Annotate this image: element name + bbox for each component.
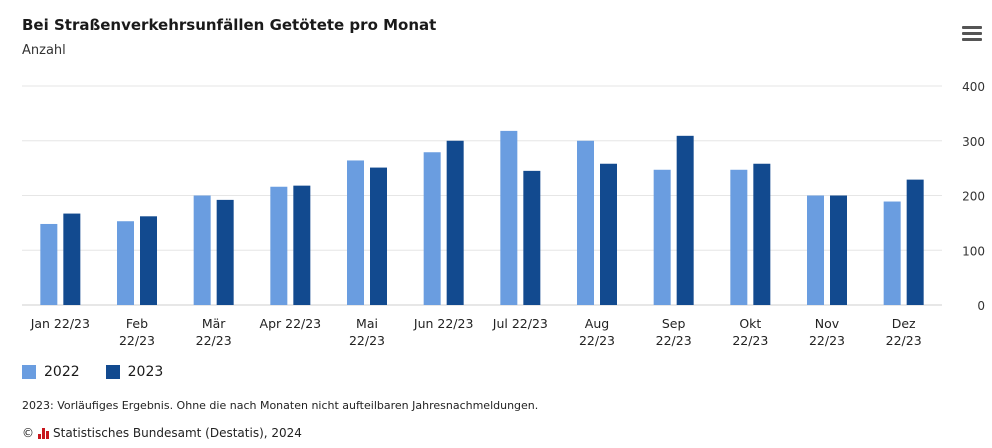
x-tick-label-11: Nov 22/23 [809, 316, 845, 348]
bar-2022-3 [193, 195, 211, 305]
x-tick-label-1: Jan 22/23 [30, 316, 90, 331]
bar-2022-4 [270, 186, 288, 305]
x-tick-label-2: Feb 22/23 [119, 316, 155, 348]
bar-2022-1 [40, 223, 58, 305]
source-text: Statistisches Bundesamt (Destatis), 2024 [53, 426, 302, 440]
bar-2023-6 [446, 140, 464, 305]
legend-item-2023[interactable]: 2023 [105, 364, 164, 380]
x-tick-label-10: Okt 22/23 [732, 316, 768, 348]
bar-2022-7 [500, 130, 518, 305]
chart-title: Bei Straßenverkehrsunfällen Getötete pro… [22, 16, 437, 34]
x-tick-label-3: Mär 22/23 [196, 316, 232, 348]
y-tick-label-300: 300 [962, 135, 985, 149]
bar-2023-5 [370, 167, 387, 305]
bar-2023-12 [906, 179, 924, 305]
legend: 2022 2023 [22, 364, 163, 380]
bar-2022-11 [807, 195, 824, 305]
copyright-symbol: © [22, 426, 34, 440]
y-tick-label-100: 100 [962, 244, 985, 258]
footnote: 2023: Vorläufiges Ergebnis. Ohne die nac… [22, 399, 539, 412]
legend-swatch-2023 [105, 365, 120, 379]
y-tick-label-400: 400 [962, 80, 985, 94]
chart-subtitle: Anzahl [22, 43, 66, 58]
y-tick-label-0: 0 [977, 299, 985, 313]
bar-2023-4 [293, 185, 311, 305]
bar-2023-8 [600, 163, 617, 305]
bar-2023-10 [753, 163, 771, 305]
bar-2023-11 [830, 195, 847, 305]
bar-2022-6 [423, 152, 441, 305]
source-line: © Statistisches Bundesamt (Destatis), 20… [22, 426, 302, 440]
bar-2022-9 [653, 169, 671, 305]
bar-2023-9 [676, 135, 694, 305]
bar-2023-7 [523, 170, 541, 305]
bar-2022-5 [347, 160, 364, 305]
bar-2022-8 [577, 140, 594, 305]
legend-swatch-2022 [22, 365, 36, 379]
x-tick-label-7: Jul 22/23 [492, 316, 548, 331]
bar-2022-10 [730, 169, 748, 305]
bar-2022-2 [117, 221, 134, 305]
x-tick-label-6: Jun 22/23 [413, 316, 474, 331]
x-tick-label-5: Mai 22/23 [349, 316, 385, 348]
hamburger-menu-icon[interactable] [962, 26, 982, 42]
destatis-logo-icon [38, 427, 49, 439]
bar-2022-12 [883, 201, 901, 305]
x-tick-label-12: Dez 22/23 [886, 316, 922, 348]
bar-2023-2 [140, 216, 157, 305]
y-tick-label-200: 200 [962, 190, 985, 204]
x-tick-label-8: Aug 22/23 [579, 316, 615, 348]
bar-2023-1 [63, 213, 81, 305]
legend-item-2022[interactable]: 2022 [22, 364, 80, 380]
x-tick-label-9: Sep 22/23 [656, 316, 692, 348]
bar-2023-3 [216, 199, 234, 305]
legend-label-2023: 2023 [127, 364, 164, 380]
x-tick-label-4: Apr 22/23 [260, 316, 322, 331]
bar-chart: 0 100 200 300 400 Jan 22/23 Feb 22/23 Mär 22/23 Ap… [22, 80, 985, 348]
legend-label-2022: 2022 [44, 364, 80, 380]
